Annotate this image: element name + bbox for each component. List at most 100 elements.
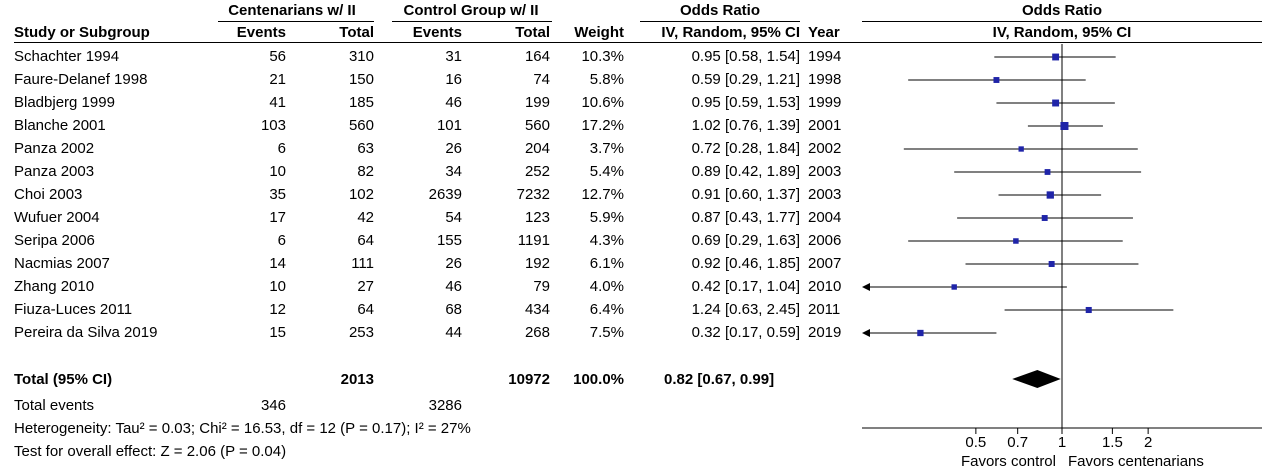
weight-cell: 3.7% [589,140,624,157]
events1-cell: 6 [277,232,286,249]
total2-cell: 199 [524,94,550,111]
total-ci: 0.82 [0.67, 0.99] [664,371,775,388]
total1-cell: 42 [357,209,374,226]
events2-cell: 31 [445,48,462,65]
events2-cell: 54 [445,209,462,226]
ci-cell: 0.91 [0.60, 1.37] [691,186,800,203]
col-weight-header: Weight [574,24,624,41]
events2-cell: 68 [445,301,462,318]
total-weight: 100.0% [573,371,624,388]
total-total1: 2013 [340,371,374,388]
study-name: Pereira da Silva 2019 [14,324,158,341]
total2-cell: 192 [524,255,550,272]
events1-cell: 15 [269,324,286,341]
events1-cell: 6 [277,140,286,157]
total2-cell: 164 [524,48,550,65]
events2-cell: 155 [436,232,462,249]
events1-cell: 103 [260,117,286,134]
or-underline [640,21,800,22]
events1-cell: 21 [269,71,286,88]
col-study-header: Study or Subgroup [14,24,150,41]
total1-cell: 253 [348,324,374,341]
year-cell: 2011 [808,301,841,318]
total2-cell: 560 [524,117,550,134]
ci-cell: 0.69 [0.29, 1.63] [691,232,800,249]
point-estimate [993,77,1000,83]
col-total2-header: Total [515,24,550,41]
total-events1: 346 [260,397,286,414]
x-tick-label: 0.7 [1007,434,1028,451]
favors-right-label: Favors centenarians [1068,453,1204,470]
point-estimate [1060,122,1069,130]
total2-cell: 79 [533,278,550,295]
ci-cell: 0.89 [0.42, 1.89] [691,163,800,180]
ci-clipped-arrow [862,283,870,291]
total1-cell: 63 [357,140,374,157]
total2-cell: 268 [524,324,550,341]
group2-underline [392,21,552,22]
events2-cell: 26 [445,140,462,157]
total1-cell: 310 [348,48,374,65]
point-estimate [1048,261,1055,267]
total-events2: 3286 [428,397,462,414]
col-ci-header: IV, Random, 95% CI [661,24,800,41]
events2-cell: 16 [445,71,462,88]
ci-cell: 1.02 [0.76, 1.39] [691,117,800,134]
study-name: Blanche 2001 [14,117,106,134]
year-cell: 2006 [808,232,842,249]
total1-cell: 111 [351,255,374,272]
point-estimate [1046,191,1054,199]
events1-cell: 14 [269,255,286,272]
total2-cell: 123 [524,209,550,226]
year-cell: 2002 [808,140,842,157]
header-rule [14,42,1262,43]
study-name: Bladbjerg 1999 [14,94,115,111]
total1-cell: 64 [357,301,374,318]
events1-cell: 10 [269,278,286,295]
total1-cell: 64 [357,232,374,249]
or-title: Odds Ratio [679,2,760,19]
point-estimate [1052,99,1060,107]
events2-cell: 44 [445,324,462,341]
events2-cell: 46 [445,278,462,295]
ci-cell: 0.32 [0.17, 0.59] [691,324,800,341]
point-estimate [1044,169,1051,175]
events1-cell: 17 [269,209,286,226]
point-estimate [917,329,924,337]
total2-cell: 252 [524,163,550,180]
point-estimate [1018,146,1024,152]
study-name: Nacmias 2007 [14,255,110,272]
point-estimate [951,284,957,290]
col-year-header: Year [808,24,840,41]
weight-cell: 4.3% [589,232,624,249]
study-name: Faure-Delanef 1998 [14,71,148,88]
weight-cell: 4.0% [589,278,624,295]
year-cell: 2019 [808,324,842,341]
total-label: Total (95% CI) [14,371,113,388]
study-name: Panza 2002 [14,140,95,157]
study-name: Seripa 2006 [14,232,95,249]
study-name: Panza 2003 [14,163,95,180]
x-tick-label: 2 [1144,434,1152,451]
group1-title: Centenarians w/ II [228,2,356,19]
weight-cell: 6.4% [589,301,624,318]
total1-cell: 150 [348,71,374,88]
ci-cell: 0.59 [0.29, 1.21] [691,71,800,88]
total2-cell: 7232 [516,186,550,203]
point-estimate [1013,238,1019,244]
study-name: Schachter 1994 [14,48,120,65]
events1-cell: 10 [269,163,286,180]
events2-cell: 101 [436,117,462,134]
events1-cell: 41 [269,94,286,111]
ci-cell: 0.95 [0.59, 1.53] [691,94,800,111]
year-cell: 2004 [808,209,842,226]
total-total2: 10972 [508,371,550,388]
x-tick-label: 0.5 [965,434,986,451]
year-cell: 2007 [808,255,842,272]
year-cell: 2003 [808,163,842,180]
year-cell: 2003 [808,186,842,203]
pooled-diamond [1012,370,1061,388]
col-events2-header: Events [412,24,462,41]
weight-cell: 17.2% [581,117,624,134]
